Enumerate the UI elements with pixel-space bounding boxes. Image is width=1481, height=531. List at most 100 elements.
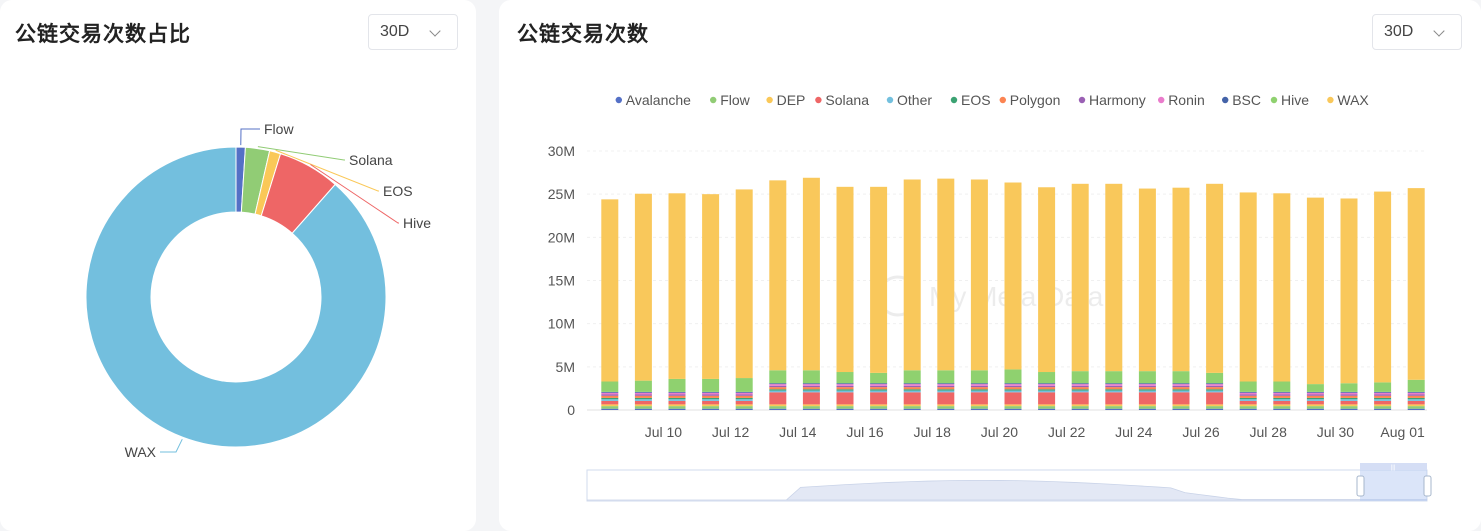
bar-harmony[interactable] xyxy=(903,385,921,388)
bar-bsc[interactable] xyxy=(836,383,854,385)
bar-ronin[interactable] xyxy=(1273,392,1291,395)
bar-solana[interactable] xyxy=(1138,392,1156,405)
bar-hive[interactable] xyxy=(1138,371,1156,384)
bar-ronin[interactable] xyxy=(1071,384,1089,386)
bar-ronin[interactable] xyxy=(1172,384,1190,386)
bar-hive[interactable] xyxy=(1374,382,1392,392)
bar-ronin[interactable] xyxy=(1306,392,1324,395)
bar-avalanche[interactable] xyxy=(1038,408,1056,410)
bar-solana[interactable] xyxy=(1407,400,1425,405)
pie-slice-wax[interactable] xyxy=(85,146,387,448)
bar-flow[interactable] xyxy=(735,406,753,409)
bar-solana[interactable] xyxy=(1172,392,1190,405)
bar-polygon[interactable] xyxy=(634,395,652,398)
bar-eos[interactable] xyxy=(1340,397,1358,400)
bar-ronin[interactable] xyxy=(836,384,854,386)
bar-flow[interactable] xyxy=(970,406,988,409)
legend-item-ronin[interactable]: Ronin xyxy=(1158,92,1205,108)
bar-ronin[interactable] xyxy=(1038,384,1056,386)
bar-polygon[interactable] xyxy=(668,395,686,398)
bar-eos[interactable] xyxy=(668,397,686,400)
bar-eos[interactable] xyxy=(1374,397,1392,400)
range-select[interactable]: 30D xyxy=(1372,14,1462,50)
bar-avalanche[interactable] xyxy=(1172,408,1190,410)
bar-polygon[interactable] xyxy=(903,387,921,390)
bar-dep[interactable] xyxy=(769,404,787,407)
bar-dep[interactable] xyxy=(802,404,820,407)
bar-ronin[interactable] xyxy=(634,392,652,395)
bar-solana[interactable] xyxy=(1004,392,1022,405)
bar-other[interactable] xyxy=(937,390,955,393)
bar-dep[interactable] xyxy=(1004,404,1022,407)
bar-wax[interactable] xyxy=(1172,187,1190,372)
bar-solana[interactable] xyxy=(870,392,888,405)
zoom-left-handle[interactable] xyxy=(1356,475,1365,497)
bar-bsc[interactable] xyxy=(668,391,686,393)
bar-other[interactable] xyxy=(1239,399,1257,401)
zoom-right-handle[interactable] xyxy=(1423,475,1432,497)
bar-dep[interactable] xyxy=(937,404,955,407)
bar-solana[interactable] xyxy=(735,400,753,405)
bar-avalanche[interactable] xyxy=(702,408,720,410)
bar-polygon[interactable] xyxy=(1138,387,1156,390)
bar-solana[interactable] xyxy=(601,400,619,405)
legend-item-eos[interactable]: EOS xyxy=(950,92,991,108)
bar-harmony[interactable] xyxy=(668,394,686,396)
bar-flow[interactable] xyxy=(836,406,854,409)
bar-ronin[interactable] xyxy=(937,384,955,386)
bar-eos[interactable] xyxy=(1273,397,1291,400)
bar-wax[interactable] xyxy=(870,186,888,373)
bar-eos[interactable] xyxy=(870,389,888,391)
legend-item-avalanche[interactable]: Avalanche xyxy=(615,92,692,108)
bar-harmony[interactable] xyxy=(1172,385,1190,388)
bar-harmony[interactable] xyxy=(1004,385,1022,388)
bar-eos[interactable] xyxy=(937,389,955,391)
bar-hive[interactable] xyxy=(1071,371,1089,384)
bar-harmony[interactable] xyxy=(1340,394,1358,396)
bar-solana[interactable] xyxy=(1038,392,1056,405)
bar-bsc[interactable] xyxy=(634,391,652,393)
bar-eos[interactable] xyxy=(1038,389,1056,391)
bar-harmony[interactable] xyxy=(1374,394,1392,396)
bar-ronin[interactable] xyxy=(1239,392,1257,395)
zoom-window[interactable] xyxy=(1360,470,1427,501)
bar-dep[interactable] xyxy=(870,404,888,407)
bar-ronin[interactable] xyxy=(1374,392,1392,395)
bar-flow[interactable] xyxy=(1306,406,1324,409)
bar-other[interactable] xyxy=(1105,390,1123,393)
bar-harmony[interactable] xyxy=(1138,385,1156,388)
bar-wax[interactable] xyxy=(601,199,619,382)
bar-flow[interactable] xyxy=(601,406,619,409)
bar-flow[interactable] xyxy=(1138,406,1156,409)
bar-flow[interactable] xyxy=(1273,406,1291,409)
bar-wax[interactable] xyxy=(1239,192,1257,382)
bar-harmony[interactable] xyxy=(702,394,720,396)
bar-ronin[interactable] xyxy=(1340,392,1358,395)
bar-ronin[interactable] xyxy=(1004,384,1022,386)
bar-polygon[interactable] xyxy=(1374,395,1392,398)
bar-other[interactable] xyxy=(1340,399,1358,401)
bar-dep[interactable] xyxy=(970,404,988,407)
bar-harmony[interactable] xyxy=(802,385,820,388)
bar-harmony[interactable] xyxy=(769,385,787,388)
bar-eos[interactable] xyxy=(735,397,753,400)
bar-polygon[interactable] xyxy=(601,395,619,398)
bar-avalanche[interactable] xyxy=(836,408,854,410)
bar-other[interactable] xyxy=(1138,390,1156,393)
bar-ronin[interactable] xyxy=(1206,384,1224,386)
bar-solana[interactable] xyxy=(1374,400,1392,405)
bar-flow[interactable] xyxy=(1004,406,1022,409)
bar-ronin[interactable] xyxy=(802,384,820,386)
bar-solana[interactable] xyxy=(702,400,720,405)
bar-wax[interactable] xyxy=(1206,183,1224,373)
bar-bsc[interactable] xyxy=(970,383,988,385)
bar-eos[interactable] xyxy=(634,397,652,400)
bar-other[interactable] xyxy=(702,399,720,401)
bar-harmony[interactable] xyxy=(1407,394,1425,396)
bar-flow[interactable] xyxy=(870,406,888,409)
bar-polygon[interactable] xyxy=(1071,387,1089,390)
bar-polygon[interactable] xyxy=(769,387,787,390)
bar-wax[interactable] xyxy=(1340,198,1358,384)
legend-item-hive[interactable]: Hive xyxy=(1270,92,1309,108)
bar-wax[interactable] xyxy=(668,193,686,379)
